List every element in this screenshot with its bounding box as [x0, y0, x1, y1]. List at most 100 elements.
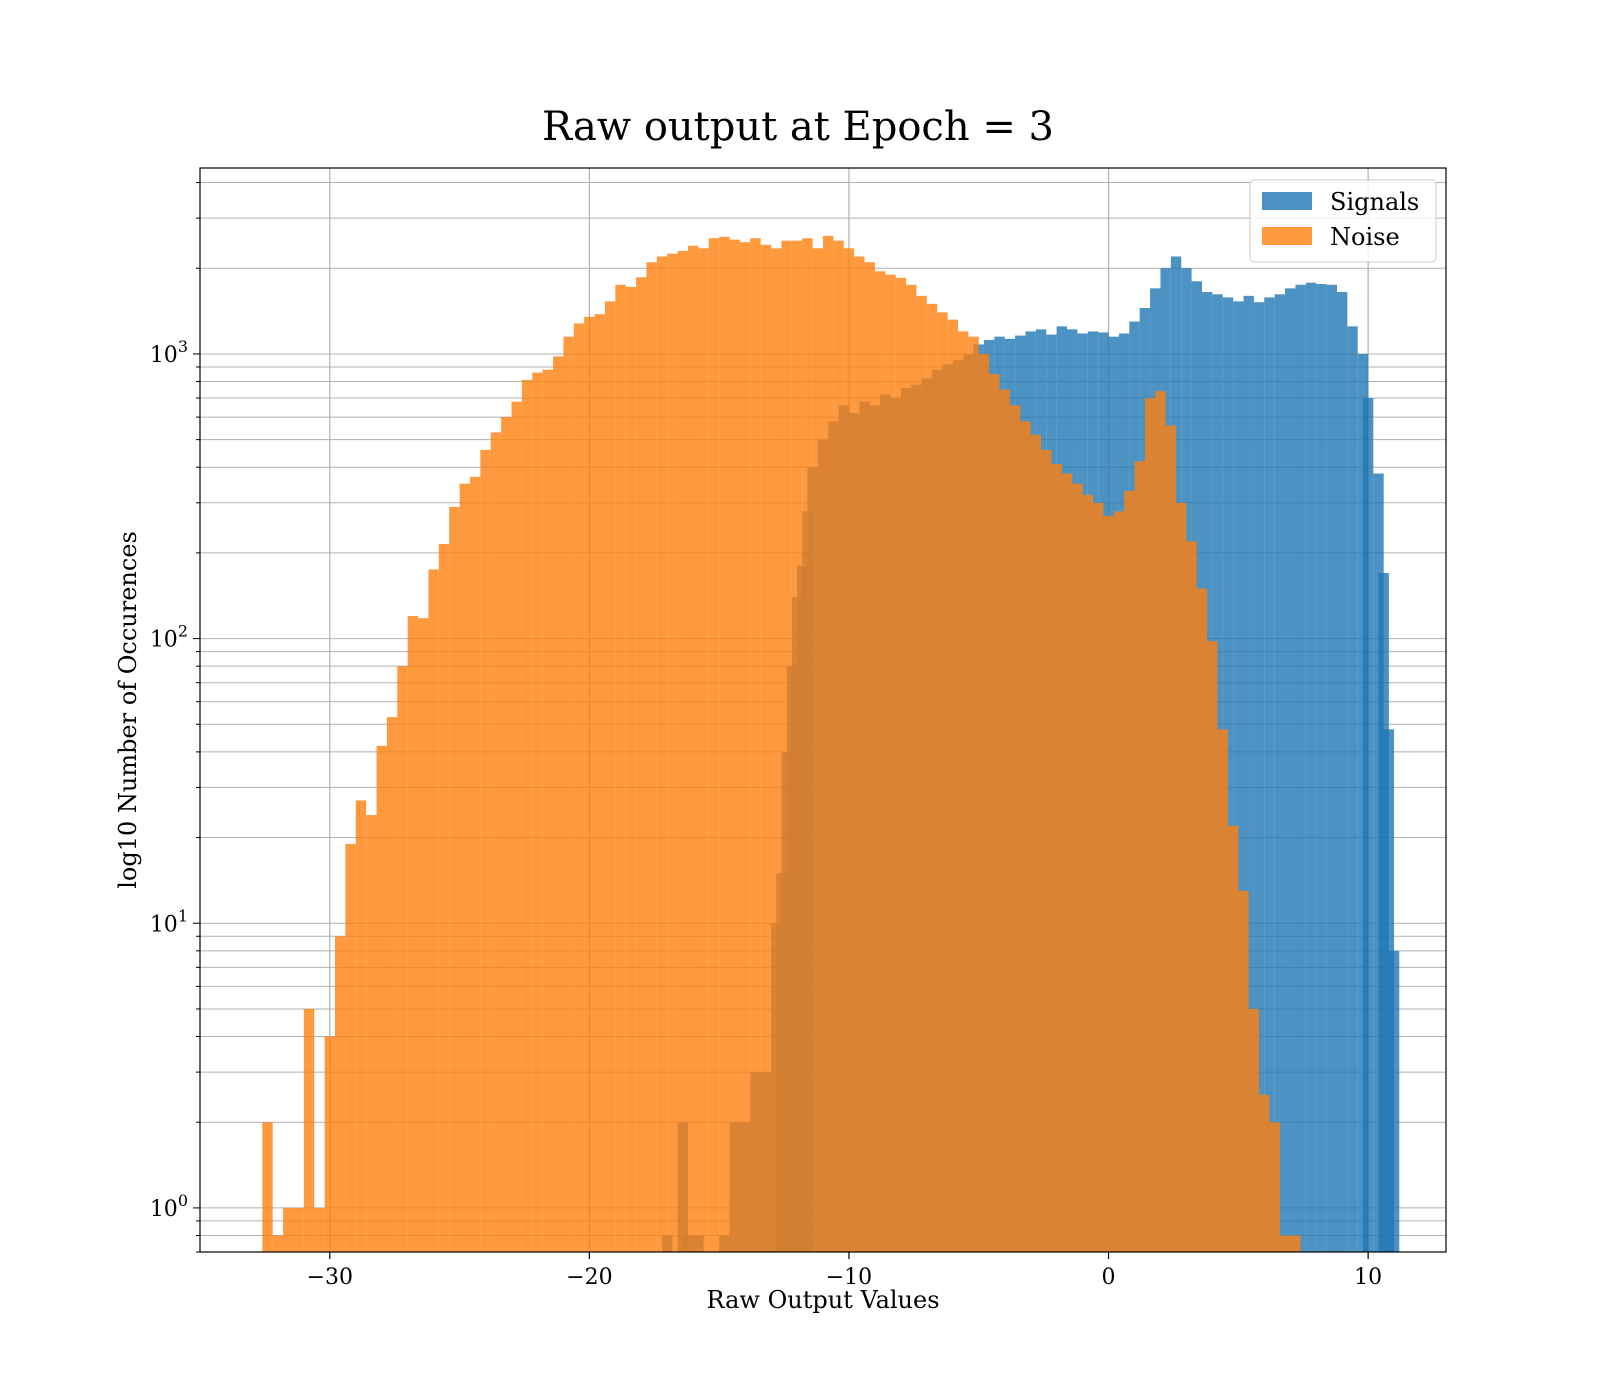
noise-bar [438, 543, 450, 1252]
noise-bar [677, 250, 689, 1252]
noise-bar [874, 271, 886, 1253]
x-tick-label: 10 [1354, 1265, 1382, 1290]
noise-bar [293, 1207, 304, 1252]
plot-frame [199, 167, 1447, 1253]
noise-bar [1279, 1235, 1291, 1252]
noise-bar [989, 374, 1000, 1252]
noise-bar [521, 379, 533, 1253]
signals-bar [1295, 284, 1306, 1253]
noise-bar [646, 262, 657, 1252]
x-tick-label: −20 [566, 1265, 612, 1290]
noise-bar [563, 336, 574, 1252]
noise-bar [1103, 515, 1114, 1252]
noise-bar [407, 616, 419, 1252]
noise-bar [1196, 588, 1208, 1252]
y-tick-label: 103 [150, 337, 188, 368]
noise-bar [324, 1036, 335, 1252]
y-axis-ticks: 100 101 102 103 [150, 182, 200, 1253]
noise-bar [345, 843, 356, 1252]
noise-bar [542, 369, 554, 1252]
y-tick-label: 102 [150, 622, 188, 653]
signals-bar [1253, 302, 1265, 1252]
noise-bar [843, 248, 855, 1253]
legend-label-signals: Signals [1330, 188, 1419, 216]
chart-title: Raw output at Epoch = 3 [542, 104, 1054, 150]
signals-bar [1326, 284, 1337, 1253]
noise-bar [573, 323, 585, 1253]
noise-bar [864, 262, 875, 1252]
noise-bar [1030, 434, 1042, 1252]
noise-bar [262, 1122, 273, 1252]
noise-bar [469, 476, 481, 1252]
signals-bar [1388, 950, 1400, 1252]
signals-bar [1336, 292, 1348, 1252]
noise-series [262, 235, 1301, 1253]
noise-bar [1248, 1008, 1260, 1252]
noise-bar [1144, 398, 1156, 1253]
noise-bar [283, 1207, 294, 1252]
noise-bar [688, 245, 699, 1253]
noise-bar [1092, 502, 1104, 1252]
noise-bar [1290, 1235, 1301, 1252]
noise-bar [636, 277, 647, 1252]
noise-bar [1155, 391, 1166, 1252]
noise-bar [906, 284, 917, 1253]
noise-bar [760, 244, 772, 1253]
noise-bar [459, 483, 470, 1252]
signals-bar [1316, 284, 1327, 1252]
noise-bar [708, 238, 720, 1253]
signals-bar [1285, 288, 1296, 1252]
noise-bar [625, 286, 637, 1252]
signals-bar [1362, 398, 1374, 1253]
noise-bar [656, 256, 668, 1252]
noise-bar [1217, 729, 1228, 1252]
noise-bar [812, 248, 823, 1253]
noise-bar [1134, 461, 1145, 1252]
legend-swatch-noise [1262, 227, 1312, 245]
noise-bar [532, 372, 543, 1252]
noise-bar [1165, 425, 1177, 1253]
signals-bar [1243, 295, 1254, 1253]
x-axis-label: Raw Output Values [706, 1286, 939, 1314]
noise-bar [553, 356, 564, 1252]
signals-bar [1305, 282, 1317, 1253]
noise-bar [1186, 541, 1197, 1252]
x-axis-ticks: −30 −20 −10 0 10 [307, 1252, 1382, 1290]
x-tick-label: −30 [307, 1265, 353, 1290]
noise-bar [1238, 890, 1249, 1252]
noise-bar [366, 815, 377, 1252]
noise-bar [1269, 1122, 1280, 1252]
noise-bar [739, 242, 751, 1253]
noise-bar [449, 506, 460, 1252]
noise-bar [698, 248, 709, 1253]
noise-bar [418, 618, 429, 1252]
noise-bar [968, 336, 979, 1252]
noise-bar [833, 240, 844, 1252]
noise-bar [781, 240, 792, 1252]
noise-bar [947, 319, 958, 1252]
noise-bar [957, 331, 969, 1252]
noise-bar [272, 1235, 284, 1252]
noise-bar [490, 432, 502, 1252]
noise-bar [916, 295, 927, 1253]
noise-bar [511, 401, 522, 1252]
noise-bar [1176, 502, 1187, 1252]
noise-bar [926, 303, 938, 1253]
noise-bar [584, 316, 595, 1252]
legend-swatch-signals [1262, 192, 1312, 210]
noise-bar [1061, 473, 1073, 1252]
signals-bar [1233, 301, 1244, 1252]
noise-bar [771, 248, 782, 1253]
noise-bar [1072, 483, 1083, 1252]
noise-bar [802, 238, 813, 1253]
noise-bar [885, 274, 896, 1253]
noise-bar [729, 239, 740, 1252]
legend-label-noise: Noise [1330, 223, 1400, 251]
noise-bar [1082, 494, 1093, 1252]
noise-bar [376, 745, 387, 1252]
noise-bar [854, 256, 865, 1252]
noise-bar [303, 1008, 315, 1252]
noise-bar [355, 800, 367, 1252]
noise-bar [428, 569, 439, 1252]
noise-bar [1041, 449, 1052, 1252]
